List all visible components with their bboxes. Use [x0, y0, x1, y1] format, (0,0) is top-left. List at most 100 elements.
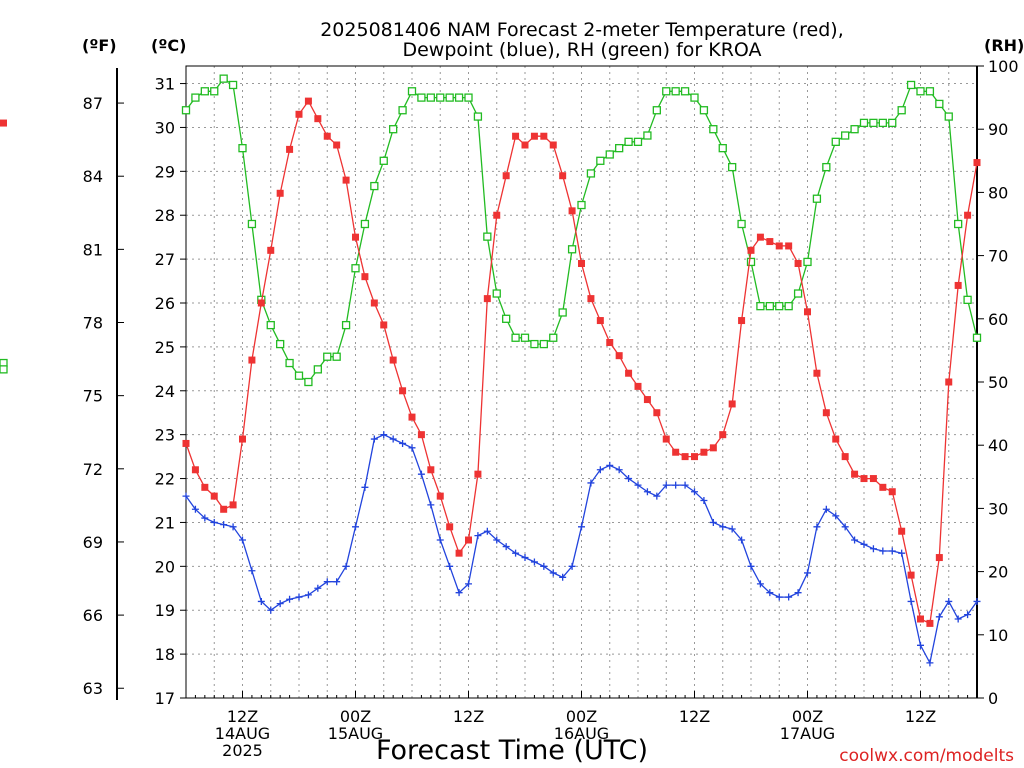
rh-tick-label: 50: [988, 373, 1008, 392]
temperature-point: [964, 211, 972, 219]
dewpoint-point: [380, 431, 388, 439]
fahrenheit-tick-label: 81: [83, 240, 103, 259]
dewpoint-point: [540, 562, 548, 570]
rh-point: [775, 302, 784, 311]
dewpoint-point: [700, 497, 708, 504]
temperature-point: [201, 483, 209, 491]
rh-point: [398, 106, 407, 115]
rh-point: [360, 219, 370, 229]
temperature-point: [898, 527, 906, 535]
rh-point: [888, 118, 897, 128]
dewpoint-point: [785, 593, 793, 601]
temperature-point: [888, 488, 896, 496]
temperature-point: [474, 470, 482, 478]
temperature-point: [634, 382, 642, 390]
fahrenheit-tick-label: 84: [83, 167, 103, 186]
dewpoint-point: [352, 523, 359, 531]
dewpoint-point: [530, 558, 538, 566]
temperature-point: [672, 448, 680, 456]
rh-point: [822, 162, 831, 172]
celsius-tick-label: 21: [155, 513, 175, 532]
chart-title-line1: 2025081406 NAM Forecast 2-meter Temperat…: [320, 19, 844, 41]
dewpoint-point: [860, 540, 868, 548]
dewpoint-point: [295, 593, 303, 601]
celsius-tick-label: 30: [155, 118, 175, 137]
rh-point: [407, 87, 417, 96]
temperature-point: [521, 141, 529, 149]
rh-point: [502, 314, 511, 323]
rh-point: [389, 125, 398, 134]
rh-point: [558, 308, 567, 317]
temperature-point: [606, 339, 614, 346]
rh-point: [624, 137, 633, 146]
celsius-tick-label: 20: [155, 557, 175, 576]
temperature-point: [361, 273, 369, 281]
temperature-point: [455, 549, 463, 557]
celsius-tick-label: 24: [155, 382, 175, 401]
temperature-point: [954, 281, 962, 289]
dewpoint-point: [719, 523, 727, 531]
rh-point: [228, 80, 238, 90]
dewpoint-point: [455, 589, 463, 597]
rh-point: [332, 352, 341, 361]
temperature-point: [502, 172, 510, 180]
rh-point: [812, 194, 822, 203]
rh-series: [0, 74, 982, 387]
temperature-point: [239, 435, 246, 443]
rh-point: [925, 87, 935, 96]
rh-point: [454, 93, 464, 102]
dewpoint-point: [361, 483, 369, 491]
celsius-tick-label: 17: [155, 689, 175, 708]
rh-point: [0, 365, 8, 374]
temperature-point: [681, 453, 689, 461]
temperature-point: [700, 448, 708, 456]
dewpoint-point: [832, 512, 840, 520]
dewpoint-point: [483, 527, 491, 535]
dewpoint-point: [512, 549, 520, 557]
dewpoint-point: [201, 514, 209, 522]
dewpoint-point: [634, 481, 642, 489]
temperature-point: [615, 352, 623, 360]
dewpoint-point: [587, 479, 595, 487]
rh-point: [954, 219, 963, 229]
rh-point: [181, 106, 191, 115]
celsius-tick-label: 18: [155, 645, 175, 664]
x-tick-label: 16AUG: [554, 724, 609, 743]
temperature-point: [0, 119, 7, 127]
rh-tick-label: 60: [988, 310, 1008, 329]
rh-point: [652, 106, 661, 115]
x-tick-label: 12Z: [679, 707, 710, 726]
celsius-tick-label: 23: [155, 426, 175, 445]
rh-point: [464, 93, 473, 102]
rh-point: [878, 118, 887, 128]
dewpoint-point: [625, 475, 633, 483]
dewpoint-point: [257, 597, 265, 605]
x-tick-label: 00Z: [566, 707, 597, 726]
rh-point: [549, 333, 558, 342]
dewpoint-point: [662, 481, 670, 489]
temperature-point: [540, 132, 548, 140]
dewpoint-point: [879, 547, 887, 555]
dewpoint-point: [304, 591, 312, 599]
rh-point: [906, 80, 916, 90]
temperature-point: [653, 409, 661, 417]
rh-tick-label: 70: [988, 247, 1008, 266]
dewpoint-point: [286, 595, 294, 603]
temperature-point: [869, 475, 877, 483]
x-tick-label: 15AUG: [328, 724, 383, 743]
rh-point: [492, 289, 501, 298]
temperature-point: [399, 387, 407, 395]
temperature-point: [210, 492, 218, 500]
rh-point: [417, 93, 426, 102]
dewpoint-point: [681, 481, 689, 489]
dewpoint-point: [568, 562, 576, 570]
dewpoint-point: [945, 597, 953, 605]
rh-point: [436, 93, 445, 102]
temperature-point: [370, 299, 378, 307]
temperature-point: [512, 132, 520, 140]
dewpoint-point: [474, 532, 482, 540]
temperature-point: [182, 439, 190, 447]
rh-point: [596, 156, 605, 165]
temperature-point: [822, 409, 830, 417]
dewpoint-point: [935, 613, 943, 621]
